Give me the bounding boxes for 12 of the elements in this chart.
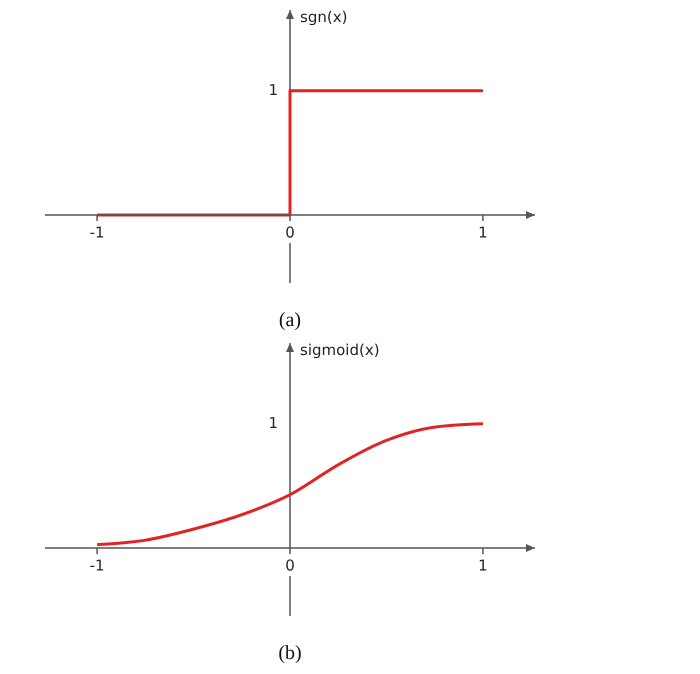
text: (a) xyxy=(278,309,302,332)
y-axis-title: sgn(x) xyxy=(300,8,348,26)
x-tick-label: -1 xyxy=(90,224,105,242)
annotation: 1 xyxy=(267,80,278,99)
x-tick-label: 0 xyxy=(285,556,295,575)
x-tick-label: 1 xyxy=(478,556,488,575)
annotation: 1 xyxy=(267,414,278,432)
x-tick-label: -1 xyxy=(90,556,105,575)
x-tick-label: 1 xyxy=(478,224,488,242)
x-tick-label: 0 xyxy=(285,224,295,242)
text: (b) xyxy=(277,642,303,665)
y-axis-title: sigmoid(x) xyxy=(300,341,380,359)
